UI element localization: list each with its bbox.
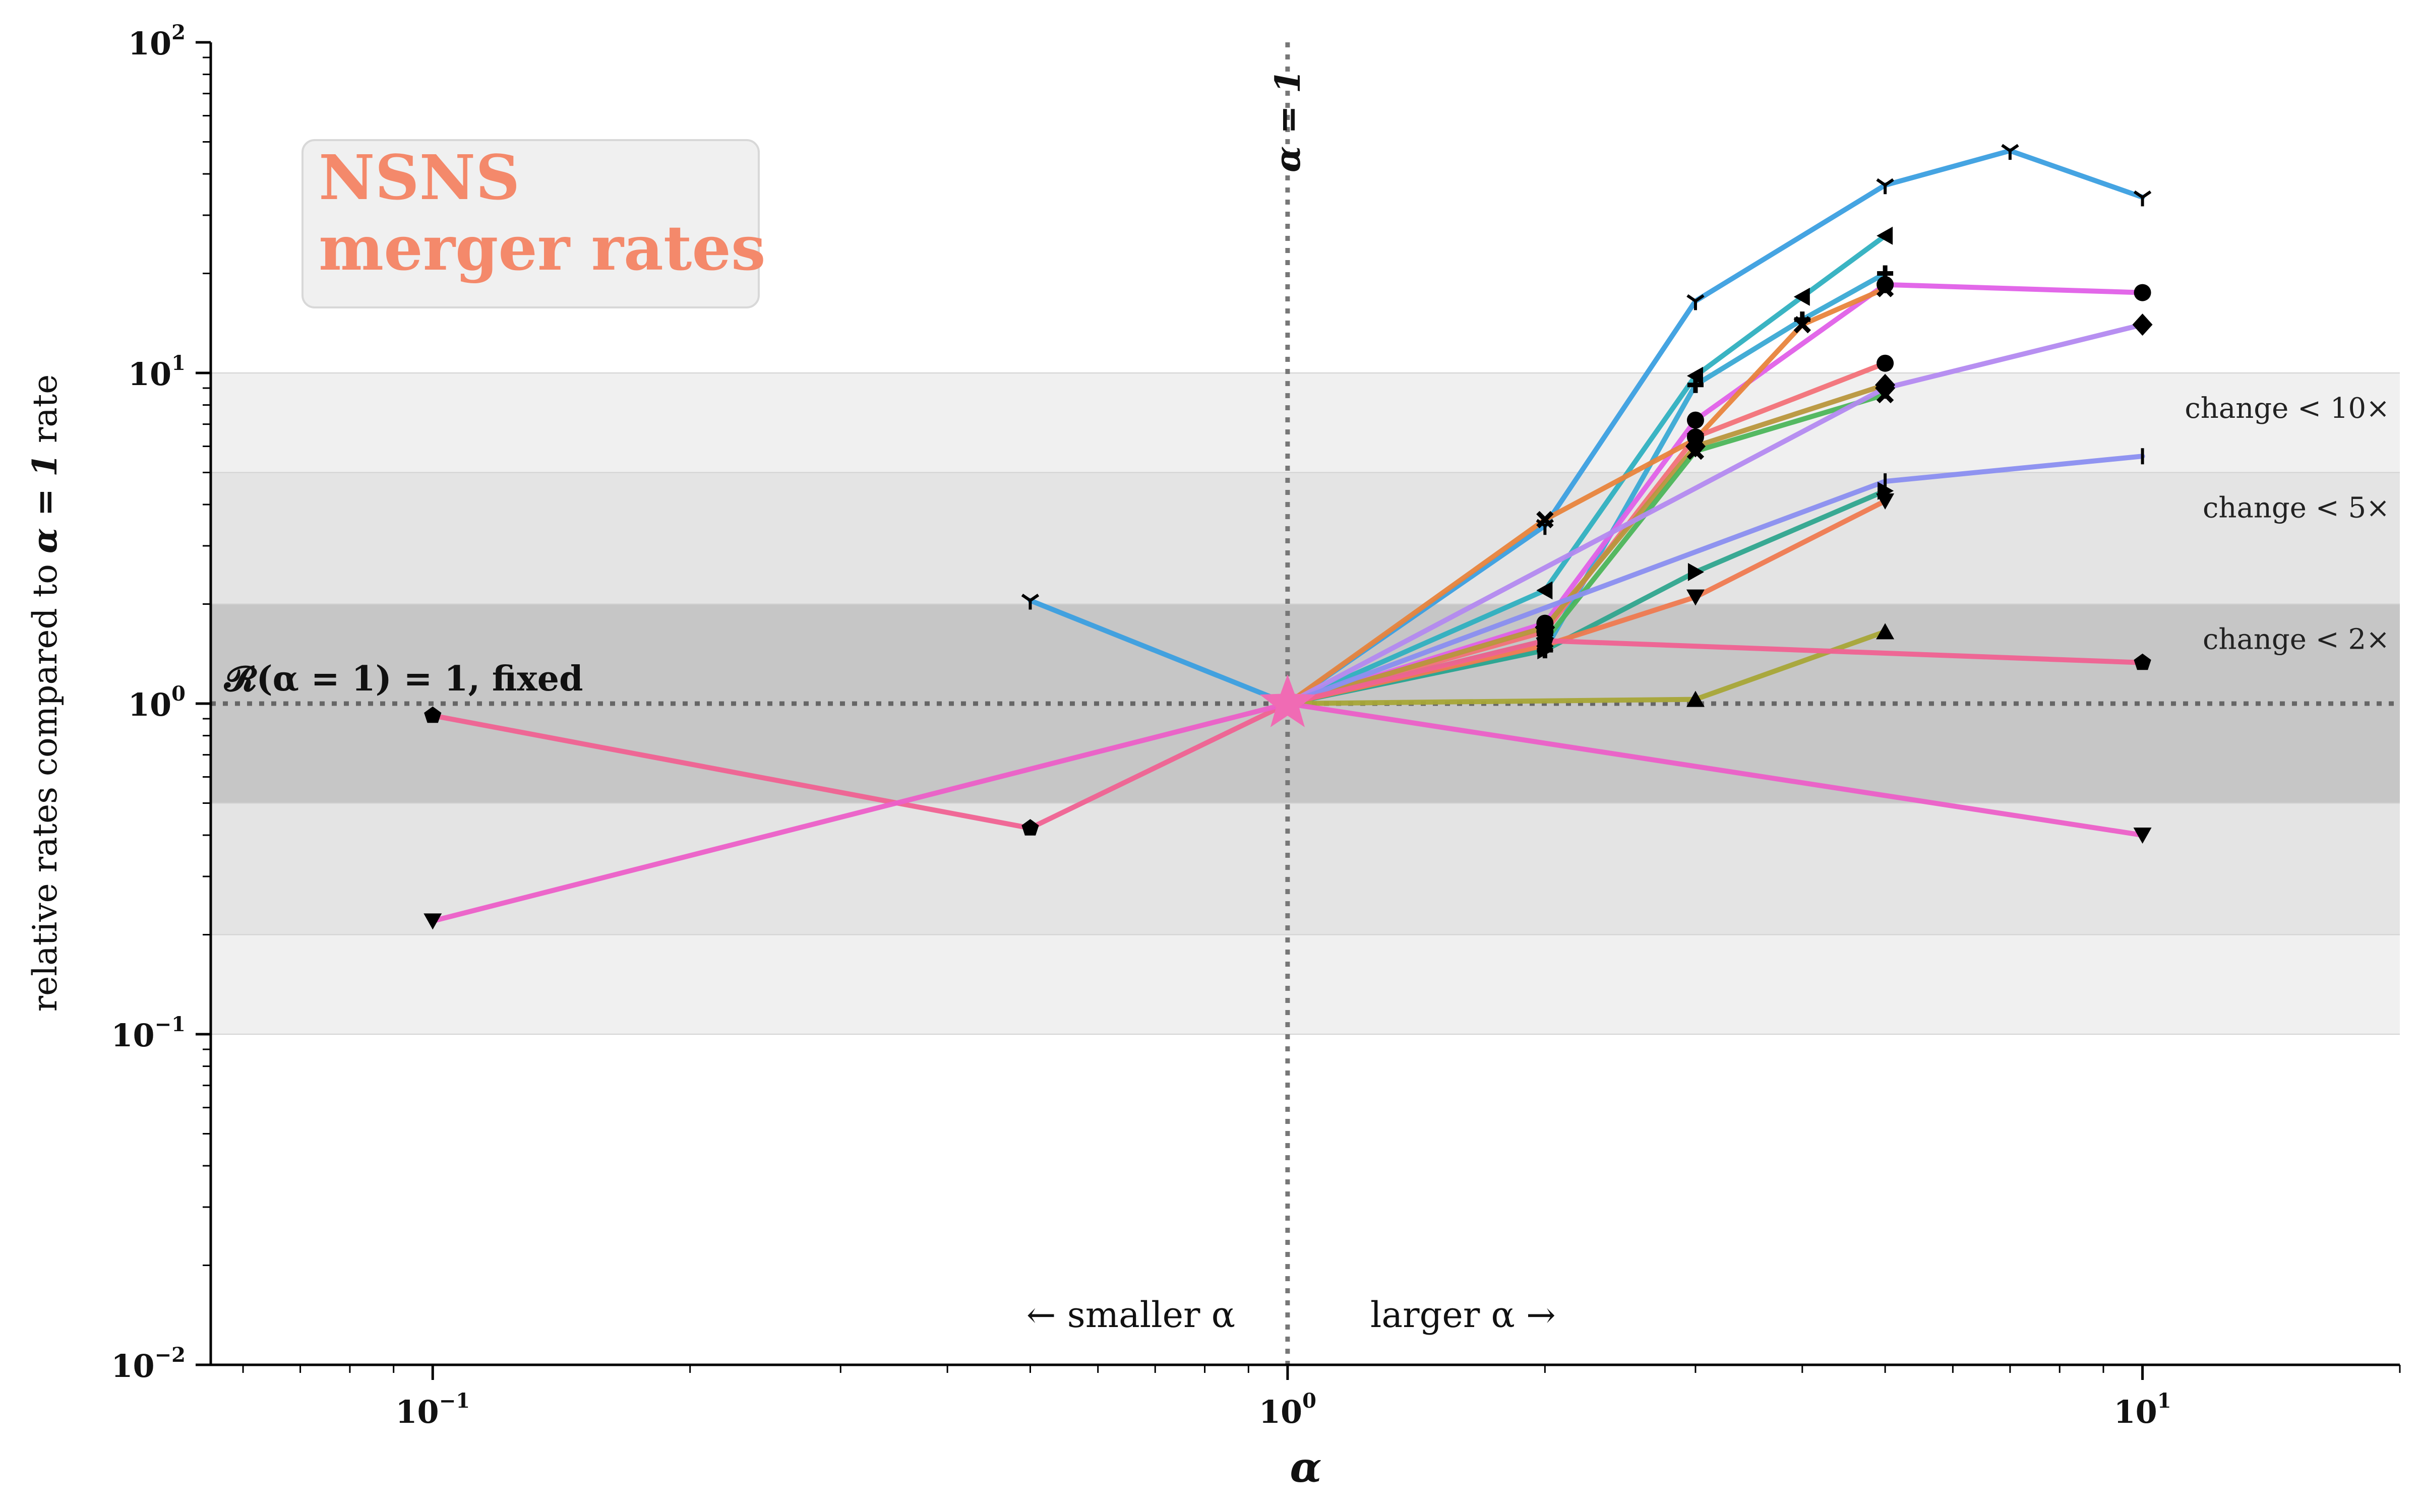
- x-tick-base-1: 10: [1259, 1394, 1302, 1430]
- series-3-point-3: [1877, 276, 1894, 293]
- x-tick-exp-0: −1: [439, 1389, 470, 1413]
- legend-line2: merger rates: [319, 212, 766, 284]
- y-tick-base-2: 10: [128, 686, 171, 723]
- y-tick-label-0: 10−2: [111, 1343, 186, 1384]
- larger-alpha-label: larger α →: [1370, 1294, 1556, 1336]
- x-tick-exp-2: 1: [2157, 1389, 2171, 1413]
- series-8-point-2: [2132, 313, 2153, 336]
- series-0-point-0: [1021, 594, 1040, 610]
- series-1-point-4: [1877, 226, 1893, 245]
- y-tick-exp-3: 1: [171, 351, 186, 375]
- y-tick-label-1: 10−1: [111, 1013, 186, 1054]
- series-3-point-2: [1686, 411, 1704, 429]
- series-0-point-4: [1876, 178, 1894, 195]
- series-5-point-3: [1877, 354, 1894, 372]
- series-4-point-3: [1793, 316, 1811, 334]
- series-14-point-2: [2133, 828, 2152, 844]
- x-axis-label: α: [1290, 1443, 1321, 1492]
- y-tick-exp-0: −2: [155, 1343, 186, 1367]
- series-11-point-2: [1686, 589, 1705, 606]
- y-axis-label-part1: relative rates compared to: [26, 553, 65, 1012]
- x-tick-exp-1: 0: [1302, 1389, 1316, 1413]
- series-3-point-4: [2134, 284, 2151, 301]
- y-tick-base-1: 10: [111, 1017, 154, 1054]
- series-14-point-0: [424, 913, 442, 930]
- series-2-point-2: [1687, 376, 1704, 393]
- series-line-6: [1285, 382, 1888, 706]
- band-label-10x: change < 10×: [2185, 392, 2390, 425]
- x-tick-base-2: 10: [2113, 1394, 2157, 1430]
- y-tick-base-4: 10: [128, 25, 171, 62]
- series-12-point-2: [1876, 623, 1895, 640]
- x-tick-base-0: 10: [395, 1394, 439, 1430]
- smaller-alpha-label: ← smaller α: [1026, 1294, 1235, 1336]
- band-label-5x: change < 5×: [2203, 491, 2390, 524]
- y-axis-label-part3: rate: [26, 374, 65, 454]
- series-0-point-6: [2133, 190, 2152, 207]
- series-6-point-2: [1685, 435, 1706, 458]
- x-tick-label-0: 10−1: [395, 1389, 470, 1430]
- legend-line1: NSNS: [319, 141, 520, 214]
- y-axis-label-part2: α = 1: [25, 454, 65, 553]
- series-4-point-1: [1536, 511, 1554, 529]
- y-tick-exp-2: 0: [171, 682, 186, 706]
- series-10-point-2: [1687, 562, 1704, 581]
- reference-horizontal-label: 𝓡(α = 1) = 1, fixed: [223, 659, 583, 699]
- series-1-point-1: [1536, 581, 1553, 600]
- legend-box: [301, 139, 760, 308]
- reference-star-marker: [1259, 674, 1316, 727]
- y-tick-base-3: 10: [128, 356, 171, 393]
- y-tick-label-3: 101: [128, 351, 186, 393]
- y-tick-label-4: 102: [128, 21, 186, 62]
- series-11-point-3: [1876, 493, 1895, 510]
- reference-vertical-label: α = 1: [1268, 70, 1308, 172]
- series-12-point-1: [1686, 690, 1705, 707]
- y-tick-exp-1: −1: [155, 1013, 186, 1036]
- band-label-2x: change < 2×: [2203, 623, 2390, 656]
- y-tick-label-2: 100: [128, 682, 186, 723]
- series-0-point-3: [1686, 294, 1705, 310]
- series-13-point-3: [1536, 632, 1554, 648]
- series-8-point-1: [1875, 377, 1896, 400]
- series-markers: [424, 144, 2153, 930]
- series-1-point-2: [1686, 366, 1703, 385]
- x-tick-label-2: 101: [2113, 1389, 2171, 1430]
- series-13-point-1: [1021, 819, 1039, 836]
- annotations: NSNS merger rates α relative rates compa…: [25, 70, 2390, 1492]
- y-axis-label: relative rates compared to α = 1 rate: [25, 374, 65, 1012]
- series-13-point-4: [2134, 653, 2151, 670]
- x-tick-label-1: 100: [1259, 1389, 1316, 1430]
- series-0-point-5: [2001, 144, 2019, 160]
- y-tick-base-0: 10: [111, 1348, 154, 1384]
- series-4-point-4: [1876, 280, 1894, 297]
- y-tick-exp-4: 2: [171, 21, 186, 44]
- reference-lines: [211, 42, 2400, 1365]
- series-7-point-2: [1686, 443, 1705, 460]
- series-13-point-0: [424, 706, 442, 723]
- series-1-point-3: [1793, 287, 1810, 306]
